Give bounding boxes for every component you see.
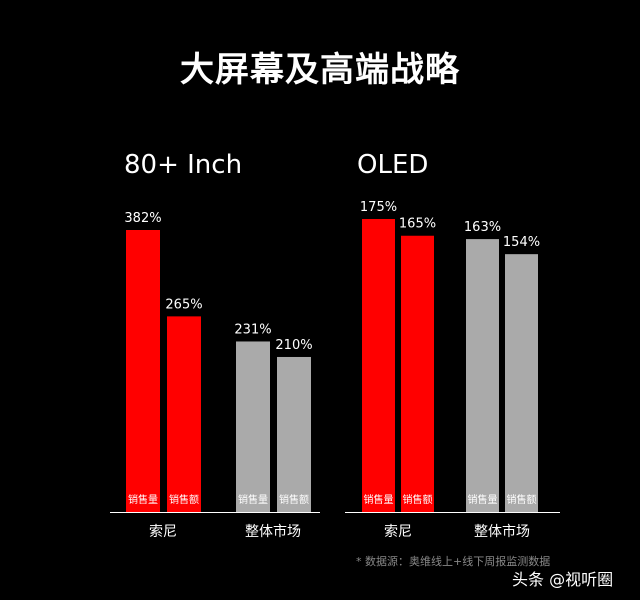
bar-1-1-0 <box>466 239 499 512</box>
chart-title-80-inch: 80+ Inch <box>124 150 243 180</box>
value-label-0-0-0: 382% <box>124 211 161 226</box>
watermark: 头条 @视听圈 <box>512 570 614 589</box>
bar-1-0-1 <box>401 235 434 512</box>
page-title: 大屏幕及高端战略 <box>180 50 460 90</box>
value-label-0-1-1: 210% <box>275 338 312 353</box>
bar-1-1-1 <box>505 254 538 512</box>
category-label-1-0: 索尼 <box>384 523 412 540</box>
bar-inner-label-0-0-0: 销售量 <box>128 493 158 506</box>
bar-inner-label-1-1-0: 销售量 <box>468 493 498 506</box>
bar-inner-label-0-1-0: 销售量 <box>238 493 268 506</box>
category-label-0-1: 整体市场 <box>245 523 301 540</box>
value-label-0-0-1: 265% <box>165 297 202 312</box>
category-label-1-1: 整体市场 <box>474 523 530 540</box>
data-source-note: * 数据源：奥维线上+线下周报监测数据 <box>356 555 551 568</box>
bar-0-0-0 <box>126 230 160 512</box>
bar-inner-label-1-0-1: 销售额 <box>403 493 433 506</box>
bar-inner-label-0-1-1: 销售额 <box>279 493 309 506</box>
value-label-1-0-1: 165% <box>399 217 436 232</box>
value-label-1-1-0: 163% <box>464 220 501 235</box>
value-label-1-1-1: 154% <box>503 235 540 250</box>
category-label-0-0: 索尼 <box>149 523 177 540</box>
bar-inner-label-1-1-1: 销售额 <box>507 493 537 506</box>
bar-inner-label-0-0-1: 销售额 <box>169 493 199 506</box>
bar-0-1-1 <box>277 356 311 512</box>
value-label-0-1-0: 231% <box>234 322 271 337</box>
bar-0-1-0 <box>236 341 270 512</box>
bar-0-0-1 <box>167 316 201 512</box>
bar-1-0-0 <box>362 219 395 512</box>
chart-title-oled: OLED <box>357 150 429 180</box>
value-label-1-0-0: 175% <box>360 200 397 215</box>
bar-inner-label-1-0-0: 销售量 <box>364 493 394 506</box>
